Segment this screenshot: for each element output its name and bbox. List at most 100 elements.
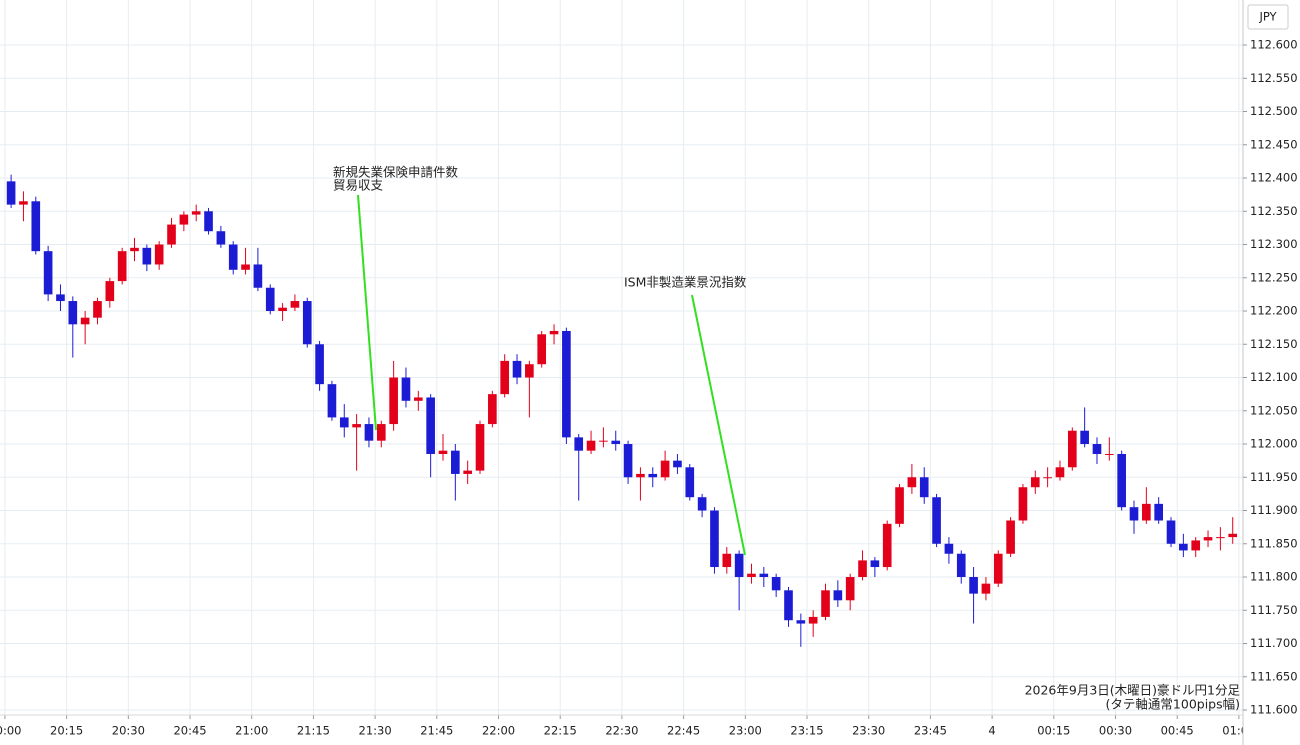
candle-body [562, 330, 571, 438]
plot-area [6, 174, 1238, 647]
candle-body [500, 360, 510, 395]
y-tick-label: 111.600 [1250, 703, 1298, 717]
x-tick-label: 20:45 [173, 724, 206, 738]
candle-body [574, 437, 584, 451]
candle-body [401, 377, 411, 401]
y-tick-label: 112.500 [1250, 104, 1298, 118]
candle-body [438, 450, 448, 454]
annotation-line [357, 194, 377, 431]
candle-body [710, 510, 719, 568]
x-tick-label: 20:15 [50, 724, 83, 738]
x-tick-label: 22:45 [667, 724, 700, 738]
candle-body [278, 307, 287, 312]
y-tick-label: 111.750 [1250, 603, 1298, 617]
candle-body [179, 214, 189, 225]
annotation-line [691, 294, 746, 556]
candle-body [907, 477, 917, 488]
candle-body [956, 553, 966, 578]
y-tick-label: 112.450 [1250, 137, 1298, 151]
y-tick-label: 111.900 [1250, 503, 1298, 517]
candle-body [1179, 543, 1188, 551]
candle-body [1080, 430, 1089, 445]
y-tick-label: 112.350 [1250, 204, 1298, 218]
y-axis: 111.600 111.650 111.700 111.750 111.800 111.8… [1243, 38, 1298, 717]
candle-body [19, 201, 28, 205]
candle-body [265, 287, 275, 312]
y-tick-label: 112.300 [1250, 237, 1298, 251]
annotation: 新規失業保険申請件数 [333, 165, 459, 180]
candle-body [623, 444, 633, 478]
x-axis: 20:00 20:15 20:30 20:45 21:00 21:15 21:30 21:45… [0, 715, 1255, 738]
candle-body [191, 211, 201, 215]
candle-body [241, 264, 250, 270]
x-tick-label: 22:30 [605, 724, 638, 738]
candle-body [660, 460, 670, 478]
candle-body [364, 424, 374, 441]
candle-body [599, 440, 608, 442]
candle-body [43, 251, 53, 295]
candle-body [1142, 503, 1151, 521]
candle-body [204, 211, 213, 232]
candle-body [302, 301, 312, 345]
candle-body [1154, 503, 1163, 521]
candle-body [734, 553, 744, 578]
x-tick-label: 23:45 [914, 724, 947, 738]
candle-body [1117, 453, 1126, 508]
candle-body [142, 247, 152, 265]
candle-body [105, 281, 115, 302]
x-tick-label: 4 [988, 724, 995, 738]
candle-body [1030, 477, 1040, 488]
candle-body [981, 583, 991, 594]
candle-body [784, 590, 793, 621]
y-tick-label: 111.650 [1250, 669, 1298, 683]
candle-body [919, 477, 929, 498]
x-tick-label: 21:15 [297, 724, 330, 738]
candle-body [475, 424, 485, 471]
candle-body [68, 301, 78, 325]
x-tick-label: 23:15 [790, 724, 823, 738]
x-tick-label: 00:45 [1161, 724, 1194, 738]
candle-body [1092, 444, 1102, 454]
currency-label: JPY [1258, 10, 1277, 24]
candle-body [80, 317, 90, 325]
candle-body [722, 553, 732, 568]
candle-body [413, 397, 423, 401]
x-tick-label: 22:00 [482, 724, 515, 738]
candle-body [1018, 487, 1028, 521]
candle-body [1006, 520, 1015, 554]
candle-body [586, 440, 596, 451]
annotation: 貿易収支 [333, 178, 384, 193]
candle-body [833, 590, 843, 601]
candle-body [167, 224, 176, 245]
chart-note: 2026年9月3日(木曜日)豪ドル円1分足 [1025, 683, 1241, 698]
candle-body [117, 251, 127, 282]
candle-body [1216, 537, 1225, 539]
candle-body [451, 450, 460, 474]
candle-body [1228, 533, 1238, 538]
candle-body [130, 247, 139, 252]
candle-body [1105, 453, 1114, 455]
candle-body [228, 244, 238, 270]
candle-body [549, 330, 559, 335]
candle-body [1203, 537, 1213, 541]
candle-body [1191, 540, 1201, 551]
candle-body [771, 577, 781, 591]
y-tick-label: 112.600 [1250, 38, 1298, 52]
x-tick-label: 00:30 [1099, 724, 1132, 738]
candle-body [1043, 477, 1052, 479]
candle-body [895, 487, 904, 524]
candle-body [512, 360, 522, 378]
y-tick-label: 112.050 [1250, 403, 1298, 417]
candle-body [944, 543, 954, 554]
candle-body [821, 590, 830, 617]
y-tick-label: 111.950 [1250, 470, 1298, 484]
x-tick-label: 20:00 [0, 724, 22, 738]
candle-body [315, 344, 324, 385]
candle-body [932, 497, 941, 544]
candle-body [253, 264, 263, 288]
x-tick-label: 23:00 [729, 724, 762, 738]
candle-body [636, 473, 645, 478]
candle-body [611, 440, 621, 445]
